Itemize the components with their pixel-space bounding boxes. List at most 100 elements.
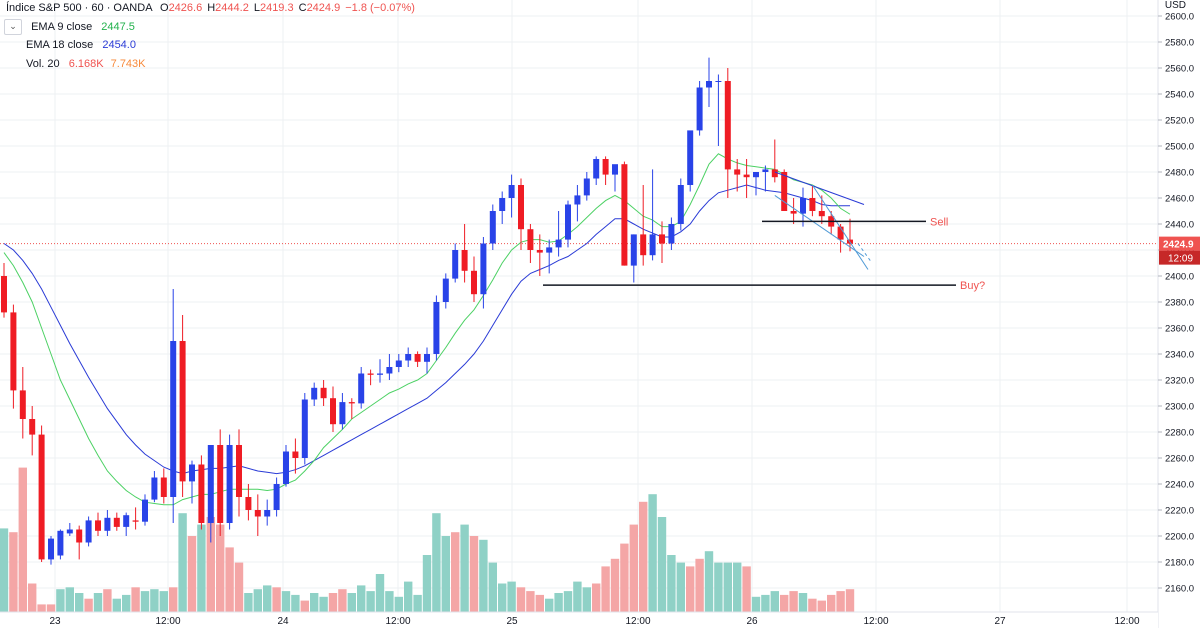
candle-body	[424, 354, 430, 362]
candle-body	[593, 159, 600, 179]
candle-body	[339, 402, 346, 425]
volume-bar	[319, 596, 328, 612]
volume-bar	[770, 591, 779, 612]
volume-bar	[836, 591, 845, 612]
candle-body	[790, 211, 797, 214]
volume-bar	[601, 566, 610, 612]
ohlc-item: H2444.2	[207, 2, 249, 14]
candle-series	[1, 57, 853, 565]
volume-bar	[300, 600, 309, 612]
candle-body	[179, 341, 186, 482]
volume-bar	[93, 593, 103, 612]
ema9-label: EMA 9 close	[31, 20, 93, 33]
volume-bar	[563, 591, 573, 612]
time-tick-label: 12:00	[385, 616, 410, 627]
candle-body	[818, 211, 825, 217]
candle-body	[236, 445, 242, 497]
price-axis[interactable]: 2160.0 2180.0 2200.0 2220.0 2240.0 2260.0 2280…	[1157, 0, 1200, 628]
candle-body	[273, 484, 280, 510]
channel-upper	[774, 171, 865, 205]
volume-bar	[827, 594, 836, 612]
candle-body	[226, 445, 233, 523]
candle-body	[837, 226, 844, 240]
drawings[interactable]	[774, 171, 873, 270]
ohlc-item: C2424.9	[299, 2, 341, 14]
ema18-label: EMA 18 close	[26, 39, 94, 51]
candle-body	[621, 164, 628, 266]
volume-bar	[263, 585, 272, 612]
volume-bar	[375, 574, 385, 612]
volume-bar	[413, 594, 422, 612]
countdown-label: 12:09	[1168, 254, 1193, 265]
ohlc-label: C	[298, 2, 307, 14]
ohlc-value: −1.8 (−0.07%)	[345, 2, 415, 14]
volume-bar	[714, 562, 723, 612]
volume-bar	[56, 589, 65, 612]
annotation-label: Buy?	[960, 280, 985, 292]
candle-body	[170, 341, 177, 497]
candle-body	[29, 419, 36, 435]
chevron-down-icon[interactable]: ⌄	[4, 19, 22, 35]
symbol-title[interactable]: Índice S&P 500 · 60 · OANDA	[6, 2, 152, 14]
ema9-legend[interactable]: ⌄ EMA 9 close 2447.5	[4, 19, 135, 35]
price-tick-label: 2560.0	[1165, 64, 1194, 75]
price-tick-label: 2260.0	[1165, 454, 1194, 465]
last-price-box	[1159, 236, 1200, 251]
volume-bar	[244, 593, 253, 612]
time-tick-label: 26	[746, 616, 758, 627]
price-tick-label: 2480.0	[1165, 168, 1194, 179]
volume-bar	[150, 589, 159, 612]
volume-bar	[46, 604, 56, 612]
candle-body	[659, 234, 665, 244]
volume-bar	[404, 581, 413, 612]
price-tick-label: 2280.0	[1165, 428, 1194, 439]
ema18-legend[interactable]: EMA 18 close 2454.0	[26, 39, 136, 51]
time-axis[interactable]: 23 12:00 24 12:00 25 12:00 26 12:00 27 12:00	[0, 611, 1158, 628]
price-tick-label: 2540.0	[1165, 90, 1194, 101]
ema9-line	[3, 153, 851, 506]
volume-bar	[385, 591, 394, 612]
symbol-row[interactable]: Índice S&P 500 · 60 · OANDA O2426.6 H2444…	[6, 2, 415, 14]
candle-body	[367, 373, 374, 375]
volume-bar	[808, 598, 817, 612]
ohlc-value: 2426.6	[168, 2, 203, 14]
ohlc-label: O	[160, 2, 169, 14]
ohlc-value: 2424.9	[306, 2, 341, 14]
volume-bar	[18, 467, 27, 612]
ohlc-values: O2426.6 H2444.2 L2419.3 C2424.9 −1.8 (−0.07%…	[155, 2, 415, 14]
candle-body	[348, 402, 355, 404]
volume-bar	[648, 494, 657, 612]
volume-bar	[798, 593, 808, 612]
candle-body	[311, 387, 318, 400]
volume-bar	[723, 562, 732, 612]
volume-bar	[704, 551, 714, 612]
price-tick-label: 2520.0	[1165, 116, 1194, 127]
candle-body	[471, 270, 477, 295]
volume-bar	[357, 585, 366, 612]
price-tick-label: 2580.0	[1165, 38, 1194, 49]
volume-bar	[122, 594, 131, 612]
time-tick-label: 12:00	[625, 616, 650, 627]
volume-bar	[422, 555, 432, 612]
candle-body	[19, 390, 26, 419]
volume-bar	[451, 532, 460, 612]
volume-bar	[695, 558, 704, 612]
price-axis-bg	[1158, 0, 1200, 628]
ohlc-item: O2426.6	[160, 2, 202, 14]
volume-legend[interactable]: Vol. 20 6.168K 7.743K	[26, 58, 146, 70]
volume-bar	[733, 562, 742, 612]
volume-bar	[291, 594, 300, 612]
annotations[interactable]: Sell Buy?	[543, 216, 985, 292]
candle-body	[66, 529, 73, 534]
candle-body	[113, 517, 120, 527]
candle-body	[358, 373, 365, 404]
candle-body	[630, 234, 637, 266]
ema18-path	[3, 184, 850, 475]
volume-bar	[789, 591, 798, 612]
ohlc-item: L2419.3	[254, 2, 294, 14]
candle-body	[85, 520, 92, 543]
candle-body	[809, 198, 816, 211]
candle-body	[207, 445, 214, 523]
time-tick-label: 25	[506, 616, 518, 627]
